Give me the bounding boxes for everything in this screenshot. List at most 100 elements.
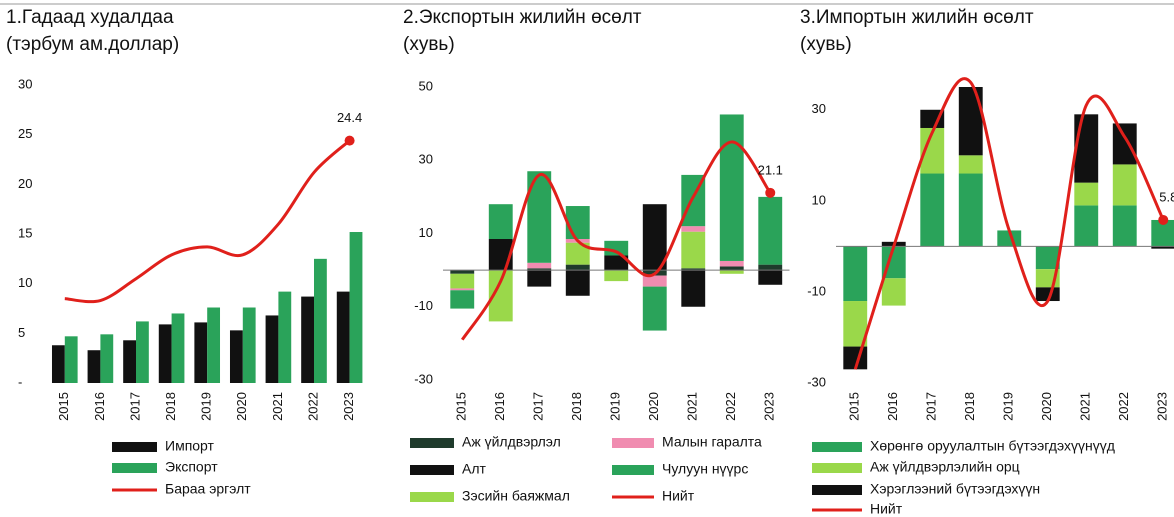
y-tick-label: 25 (18, 126, 32, 141)
bar (136, 321, 149, 383)
bar-segment (681, 226, 706, 232)
end-point (1158, 214, 1169, 225)
x-tick-label: 2022 (305, 392, 320, 421)
bar-segment (604, 240, 629, 256)
bar-segment (920, 109, 945, 128)
bar-segment (604, 270, 629, 282)
bar-segment (920, 127, 945, 174)
bar-segment (958, 173, 983, 247)
bar-segment (527, 171, 552, 263)
y-tick-label: - (18, 374, 22, 389)
bar-segment (565, 206, 590, 239)
bar-segment (758, 264, 783, 271)
x-tick-label: 2021 (270, 392, 285, 421)
bar-segment (719, 114, 744, 261)
y-tick-label: 30 (18, 76, 32, 91)
x-tick-label: 2018 (569, 392, 584, 421)
y-tick-label: 50 (419, 78, 433, 93)
line (460, 140, 772, 341)
chart-subtitle: (хувь) (800, 34, 852, 55)
legend-label: Малын гаралта (662, 434, 762, 450)
bar-segment (642, 286, 667, 331)
y-tick-label: 15 (18, 225, 32, 240)
bar-segment (1151, 219, 1174, 247)
bar-segment (565, 264, 590, 271)
bar-segment (450, 290, 475, 309)
bar (171, 313, 185, 383)
bar-segment (681, 231, 706, 269)
legend-label: Экспорт (165, 459, 218, 475)
legend-label: Аж үйлдвэрлэл (462, 434, 561, 450)
x-tick-label: 2017 (531, 392, 546, 421)
bar-segment (1112, 164, 1137, 206)
legend-label: Зэсийн баяжмал (462, 488, 570, 504)
bar-segment (1035, 246, 1060, 270)
bar (207, 307, 221, 383)
bar (87, 350, 101, 383)
line (64, 139, 351, 304)
end-point (344, 135, 355, 146)
legend-swatch (112, 463, 157, 473)
legend-label: Аж үйлдвэрлэлийн орц (870, 459, 1020, 475)
x-tick-label: 2019 (608, 392, 623, 421)
bar (242, 307, 256, 383)
legend-label: Хөрөнгө оруулалтын бүтээгдэхүүнүүд (870, 438, 1115, 454)
bar-segment (1112, 123, 1137, 165)
legend-label: Нийт (662, 488, 695, 504)
x-tick-label: 2018 (962, 392, 977, 421)
x-tick-label: 2023 (1155, 392, 1170, 421)
y-tick-label: 20 (18, 176, 32, 191)
bar (278, 291, 292, 383)
bar (349, 232, 363, 383)
bar-segment (920, 173, 945, 247)
x-tick-label: 2016 (885, 392, 900, 421)
x-tick-label: 2017 (924, 392, 939, 421)
bar-segment (488, 270, 513, 322)
bar-segment (1035, 287, 1060, 302)
line (853, 77, 1165, 370)
bar (123, 340, 136, 383)
bar-segment (565, 270, 590, 296)
bar-segment (1074, 114, 1099, 183)
bar (51, 345, 65, 383)
bar-segment (681, 268, 706, 271)
bar-segment (527, 270, 552, 287)
x-tick-label: 2016 (492, 392, 507, 421)
chart-subtitle: (хувь) (403, 34, 455, 55)
chart-title: 2.Экспортын жилийн өсөлт (403, 7, 642, 28)
bar-segment (881, 246, 906, 279)
y-tick-label: 5 (18, 325, 25, 340)
legend-swatch (612, 438, 654, 448)
bar-segment (565, 242, 590, 265)
legend-label: Бараа эргэлт (165, 481, 251, 497)
y-tick-label: -30 (414, 371, 433, 386)
y-tick-label: 10 (419, 225, 433, 240)
bar-segment (1074, 205, 1099, 247)
bar-segment (1074, 182, 1099, 206)
legend-swatch (812, 442, 862, 452)
legend-swatch (112, 442, 157, 452)
x-tick-label: 2016 (92, 392, 107, 421)
bar (158, 324, 172, 383)
chart-title: 1.Гадаад худалдаа (6, 7, 174, 28)
bar-segment (450, 270, 475, 274)
bar-segment (719, 260, 744, 267)
bar (64, 336, 78, 383)
x-tick-label: 2019 (199, 392, 214, 421)
bar (229, 330, 243, 383)
bar-segment (843, 246, 868, 302)
legend-label: Алт (462, 461, 487, 477)
y-tick-label: 10 (18, 275, 32, 290)
y-tick-label: 30 (812, 101, 826, 116)
y-tick-label: -10 (414, 298, 433, 313)
x-tick-label: 2021 (685, 392, 700, 421)
legend-label: Хэрэглээний бүтээгдэхүүн (870, 481, 1040, 497)
bar-segment (958, 155, 983, 174)
bar-segment (450, 288, 475, 291)
bar-segment (527, 262, 552, 269)
bar (314, 258, 327, 383)
y-tick-label: 30 (419, 152, 433, 167)
annotation: 24.4 (337, 110, 362, 125)
bar-segment (450, 273, 475, 289)
